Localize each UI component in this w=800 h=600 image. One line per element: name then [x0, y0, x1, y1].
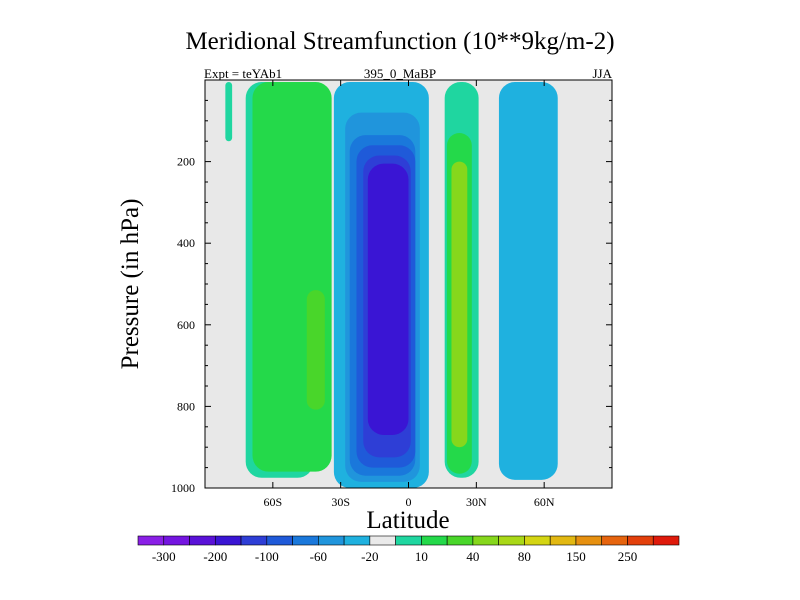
- colorbar-label: -20: [361, 549, 378, 564]
- contour-region-nh-cell-core: [451, 161, 468, 448]
- colorbar-label: -100: [255, 549, 279, 564]
- x-tick-label: 60N: [534, 495, 555, 509]
- contour-region-hadley-core: [367, 163, 409, 435]
- colorbar-swatch: [369, 535, 396, 546]
- x-tick-label: 0: [406, 495, 412, 509]
- y-tick-label: 400: [177, 236, 195, 250]
- colorbar-swatch: [652, 535, 680, 546]
- contour-region-sh-highlat-strip: [225, 82, 233, 142]
- colorbar-label: -300: [152, 549, 176, 564]
- colorbar-label: 250: [618, 549, 638, 564]
- y-tick-label: 600: [177, 318, 195, 332]
- colorbar-swatch: [163, 535, 190, 546]
- colorbar-swatch: [524, 535, 551, 546]
- colorbar-swatch: [214, 535, 242, 546]
- colorbar-swatch: [601, 535, 628, 546]
- contour-region-sh-subpolar-mid: [252, 82, 332, 472]
- colorbar-swatch: [575, 535, 603, 546]
- colorbar-swatch: [266, 535, 293, 546]
- colorbar-label: 150: [566, 549, 586, 564]
- x-tick-label: 30S: [331, 495, 350, 509]
- colorbar-label: 10: [415, 549, 428, 564]
- season-label: JJA: [592, 66, 612, 81]
- y-tick-label: 1000: [171, 481, 195, 495]
- colorbar-swatch: [240, 535, 268, 546]
- colorbar-swatch: [549, 535, 577, 546]
- y-tick-label: 200: [177, 155, 195, 169]
- colorbar-label: 40: [466, 549, 479, 564]
- colorbar-swatch: [292, 535, 319, 546]
- y-axis: 200 400 600 800 1000: [171, 99, 612, 495]
- contour-regions: [225, 82, 558, 488]
- colorbar-swatch: [395, 535, 422, 546]
- colorbar-swatch: [189, 535, 216, 546]
- colorbar-label: -60: [310, 549, 327, 564]
- x-tick-label: 60S: [263, 495, 282, 509]
- x-tick-label: 30N: [466, 495, 487, 509]
- colorbar-swatch: [318, 535, 345, 546]
- colorbar-swatch: [446, 535, 474, 546]
- chart-title: Meridional Streamfunction (10**9kg/m-2): [185, 28, 615, 55]
- colorbar-label: 80: [518, 549, 531, 564]
- time-label: 395_0_MaBP: [363, 66, 437, 81]
- colorbar-swatch: [472, 535, 499, 546]
- experiment-label: Expt = teYAb1: [204, 66, 283, 81]
- colorbar-swatch: [343, 535, 371, 546]
- colorbar-label: -200: [203, 549, 227, 564]
- colorbar: -300 -200 -100 -60 -20 10 40 80 150 250: [137, 535, 680, 564]
- contour-region-nh-midlat: [498, 82, 558, 480]
- contour-region-sh-subpolar-core: [306, 290, 325, 410]
- y-axis-label: Pressure (in hPa): [117, 199, 144, 370]
- colorbar-swatch: [498, 535, 525, 546]
- colorbar-swatch: [627, 535, 654, 546]
- x-axis: 60S 30S 0 30N 60N: [263, 80, 555, 509]
- x-axis-label: Latitude: [366, 507, 449, 534]
- colorbar-swatch: [421, 535, 448, 546]
- y-tick-label: 800: [177, 399, 195, 413]
- colorbar-swatch: [137, 535, 165, 546]
